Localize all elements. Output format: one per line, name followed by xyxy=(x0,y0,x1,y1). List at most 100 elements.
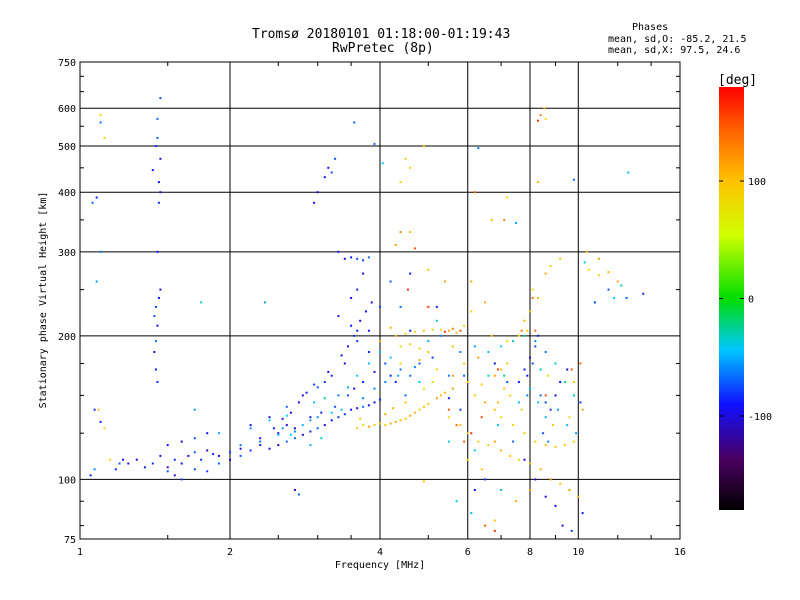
y-tick-label: 300 xyxy=(58,248,76,259)
data-point xyxy=(293,489,296,491)
data-point xyxy=(154,340,157,343)
data-point xyxy=(572,394,575,397)
data-point xyxy=(497,368,499,371)
data-point xyxy=(157,201,160,204)
colorbar-tick-label: 100 xyxy=(748,177,766,188)
data-point xyxy=(91,201,94,204)
data-point xyxy=(534,478,537,481)
data-point xyxy=(323,176,326,179)
data-point xyxy=(343,257,346,260)
data-point xyxy=(493,362,496,365)
data-point xyxy=(484,401,487,404)
data-point xyxy=(409,329,412,332)
data-point xyxy=(293,430,296,433)
data-point xyxy=(206,470,209,473)
data-point xyxy=(353,334,356,337)
data-point xyxy=(451,374,454,377)
data-point xyxy=(193,468,196,471)
data-point xyxy=(537,334,539,337)
data-point xyxy=(206,449,209,452)
data-point xyxy=(379,305,381,308)
data-point xyxy=(497,401,499,404)
data-point xyxy=(370,301,373,304)
colorbar xyxy=(719,87,744,510)
data-point xyxy=(547,440,550,443)
data-point xyxy=(156,250,159,253)
data-point xyxy=(607,288,610,291)
data-point xyxy=(404,417,407,420)
data-point xyxy=(439,328,442,331)
data-point xyxy=(570,529,573,532)
data-point xyxy=(212,453,215,456)
data-point xyxy=(249,427,252,430)
data-point xyxy=(337,416,340,419)
data-point xyxy=(435,397,438,400)
data-point xyxy=(539,114,542,117)
data-point xyxy=(367,362,370,365)
data-point xyxy=(159,157,162,160)
data-point xyxy=(277,432,280,435)
data-point xyxy=(418,408,421,411)
data-point xyxy=(435,305,438,308)
data-point xyxy=(103,427,106,430)
data-point xyxy=(463,324,466,327)
data-point xyxy=(575,432,578,435)
data-point xyxy=(409,414,412,417)
data-point xyxy=(399,305,402,308)
data-point xyxy=(200,458,203,461)
data-point xyxy=(435,319,438,322)
data-point xyxy=(399,345,402,348)
data-point xyxy=(443,330,446,333)
data-point xyxy=(556,408,559,411)
data-point xyxy=(316,427,319,430)
data-point xyxy=(109,458,112,461)
data-point xyxy=(313,401,316,404)
data-point xyxy=(359,417,362,420)
data-point xyxy=(277,444,280,447)
data-point xyxy=(281,417,284,420)
data-point xyxy=(480,468,483,471)
data-point xyxy=(180,478,183,481)
data-point xyxy=(159,191,162,194)
data-point xyxy=(431,328,434,331)
data-point xyxy=(542,432,545,435)
data-point xyxy=(217,454,220,457)
data-point xyxy=(356,427,359,430)
data-point xyxy=(459,351,462,353)
data-point xyxy=(156,136,159,139)
data-point xyxy=(350,256,353,259)
data-point xyxy=(99,114,102,117)
data-point xyxy=(512,424,515,427)
data-point xyxy=(490,334,493,337)
data-point xyxy=(379,422,381,425)
data-point xyxy=(259,440,262,443)
data-point xyxy=(418,362,421,365)
phases-heading: Phases xyxy=(632,22,669,33)
data-point xyxy=(347,394,349,397)
data-point xyxy=(509,454,512,457)
y-tick-label: 600 xyxy=(58,104,76,115)
data-point xyxy=(473,345,476,348)
data-point xyxy=(583,261,586,264)
data-point xyxy=(114,468,117,471)
data-point xyxy=(313,383,316,386)
data-point xyxy=(544,117,547,120)
data-point xyxy=(493,519,496,522)
data-point xyxy=(563,381,566,383)
data-point xyxy=(493,440,496,443)
data-point xyxy=(379,340,381,343)
data-point xyxy=(534,329,537,332)
data-point xyxy=(561,524,564,527)
data-point xyxy=(316,416,319,419)
data-point xyxy=(406,288,409,291)
data-point xyxy=(463,374,466,377)
data-point xyxy=(343,413,346,416)
data-point xyxy=(206,432,209,435)
data-point xyxy=(539,368,542,371)
data-point xyxy=(493,529,496,532)
data-point xyxy=(394,420,397,423)
data-point xyxy=(435,368,438,371)
data-point xyxy=(157,297,160,299)
data-point xyxy=(93,468,96,471)
